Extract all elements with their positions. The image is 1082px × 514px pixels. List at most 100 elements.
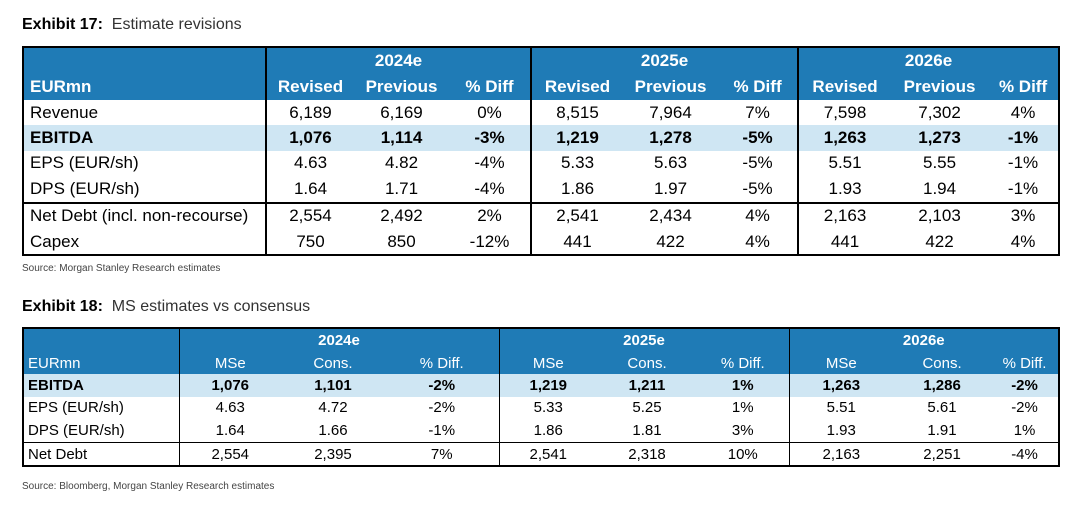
year-header: 2024e: [264, 47, 532, 74]
row-label: Capex: [30, 231, 80, 251]
table-cell: -2%: [1011, 399, 1038, 417]
row-label: EBITDA: [23, 374, 179, 397]
table-cell: 1.71: [384, 178, 419, 198]
column-header: Cons.: [313, 354, 353, 372]
table-cell: 6,189: [265, 100, 354, 126]
table-row: EPS (EUR/sh) 4.63 4.72 -2% 5.33 5.25 1% …: [23, 396, 1059, 420]
table-cell: 4%: [745, 231, 770, 251]
table-cell: 2,251: [893, 441, 992, 467]
table-cell: -5%: [742, 153, 773, 173]
table-cell: 5.51: [788, 396, 894, 420]
table-cell: 7,302: [918, 102, 961, 122]
table-cell: 1,263: [788, 374, 894, 397]
table-cell: 2,103: [891, 201, 989, 229]
table-cell: 4%: [718, 201, 799, 229]
column-header: Revised: [265, 74, 354, 100]
table-cell: 1,076: [265, 125, 354, 151]
table-cell: 1.91: [927, 421, 957, 439]
exhibit-caption: Estimate revisions: [111, 16, 242, 33]
table-cell: -1%: [1007, 153, 1039, 173]
table-cell: -12%: [469, 231, 510, 251]
exhibit-caption: MS estimates vs consensus: [111, 298, 311, 315]
year-header: 2024e: [178, 328, 500, 352]
exhibit-18-title: Exhibit 18: MS estimates vs consensus: [22, 298, 310, 316]
column-header: MSe: [178, 352, 281, 374]
table-cell: -3%: [449, 125, 532, 151]
row-label: DPS (EUR/sh): [28, 421, 125, 439]
source-note: Source: Bloomberg, Morgan Stanley Resear…: [22, 481, 275, 492]
table-cell: 1,101: [281, 374, 385, 397]
column-header-row: EURmn MSe Cons. % Diff. MSe Cons. % Diff…: [23, 352, 1060, 374]
column-header: Previous: [634, 77, 707, 96]
table-cell: 1,219: [530, 125, 624, 151]
unit-header: EURmn: [30, 77, 92, 96]
estimate-revisions-table: 2024e 2025e 2026e EURmn Revised Previous…: [22, 46, 1061, 257]
row-label: Net Debt (incl. non-recourse): [23, 201, 266, 229]
table-cell: 1.86: [530, 176, 624, 203]
table-row: DPS (EUR/sh) 1.64 1.71 -4% 1.86 1.97 -5%…: [23, 176, 1059, 203]
table-cell: 1%: [697, 374, 790, 397]
table-cell: 2,395: [281, 441, 385, 467]
column-header: Revised: [797, 74, 892, 100]
table-cell: 5.51: [797, 150, 892, 177]
table-cell: 7,598: [797, 100, 892, 126]
table-cell: 5.55: [922, 153, 957, 173]
table-cell: 5.61: [927, 399, 957, 417]
table-cell: 422: [656, 231, 685, 251]
table-cell: 4.72: [318, 399, 348, 417]
table-cell: 1.66: [318, 421, 348, 439]
table-cell: 850: [387, 231, 416, 251]
exhibit-number: Exhibit 18:: [22, 298, 103, 315]
table-cell: 1.97: [653, 178, 688, 198]
table-cell: 4%: [1010, 231, 1036, 251]
table-cell: 1%: [1013, 421, 1036, 439]
table-cell: -2%: [428, 399, 456, 417]
column-header: Cons.: [922, 354, 962, 372]
table-row: DPS (EUR/sh) 1.64 1.66 -1% 1.86 1.81 3% …: [23, 419, 1059, 443]
exhibit-17-title: Exhibit 17: Estimate revisions: [22, 16, 242, 34]
column-header: Previous: [365, 77, 438, 96]
column-header: % Diff: [733, 77, 782, 96]
table-cell: -1%: [988, 125, 1060, 151]
table-cell: -4%: [474, 153, 505, 173]
table-cell: -4%: [991, 441, 1060, 467]
exhibit-number: Exhibit 17:: [22, 16, 103, 33]
table-cell: 1,263: [797, 125, 892, 151]
table-cell: 422: [925, 231, 954, 251]
table-cell: 10%: [697, 441, 790, 467]
table-cell: 1%: [731, 399, 754, 417]
table-cell: 4%: [1010, 102, 1036, 122]
table-cell: -2%: [385, 374, 500, 397]
table-cell: 2,541: [530, 201, 624, 229]
table-cell: -1%: [1007, 178, 1039, 198]
column-header: MSe: [498, 352, 598, 374]
table-cell: 7%: [385, 441, 500, 467]
column-header: % Diff.: [419, 354, 464, 372]
table-cell: 2,541: [498, 441, 598, 467]
column-header: % Diff.: [720, 354, 765, 372]
table-cell: -5%: [742, 178, 773, 198]
table-cell: 5.33: [498, 396, 598, 420]
table-cell: -2%: [991, 374, 1060, 397]
table-cell: 1.86: [498, 419, 598, 443]
table-cell: 2,318: [597, 441, 698, 467]
table-cell: 2%: [449, 201, 532, 229]
row-label: EPS (EUR/sh): [28, 399, 124, 417]
table-cell: 3%: [731, 421, 754, 439]
table-cell: -4%: [474, 178, 505, 198]
table-cell: 4.63: [265, 150, 354, 177]
blank-header-cell: [23, 328, 179, 352]
year-header-row: 2024e 2025e 2026e: [23, 47, 1060, 74]
table-cell: 7,964: [649, 102, 692, 122]
table-row: EPS (EUR/sh) 4.63 4.82 -4% 5.33 5.63 -5%…: [23, 150, 1059, 177]
year-header-row: 2024e 2025e 2026e: [23, 328, 1060, 352]
table-cell: 2,554: [265, 201, 354, 229]
year-header: 2025e: [530, 47, 799, 74]
column-header: % Diff.: [1002, 354, 1047, 372]
row-label: EBITDA: [23, 125, 266, 151]
table-cell: 1,211: [597, 374, 698, 397]
row-label: DPS (EUR/sh): [30, 178, 140, 198]
table-cell: 5.25: [632, 399, 662, 417]
table-cell: 4.63: [178, 396, 281, 420]
column-header: Previous: [903, 77, 976, 96]
